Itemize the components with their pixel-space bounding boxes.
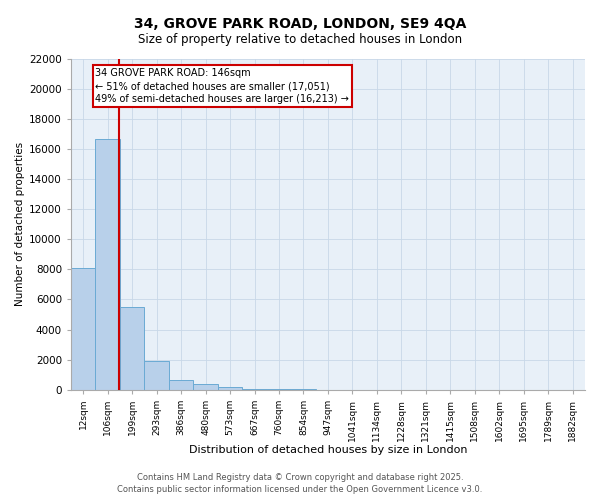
Text: 34 GROVE PARK ROAD: 146sqm
← 51% of detached houses are smaller (17,051)
49% of : 34 GROVE PARK ROAD: 146sqm ← 51% of deta…: [95, 68, 349, 104]
Bar: [169, 380, 193, 390]
Y-axis label: Number of detached properties: Number of detached properties: [15, 142, 25, 306]
Bar: [145, 361, 169, 390]
Text: Size of property relative to detached houses in London: Size of property relative to detached ho…: [138, 32, 462, 46]
Text: Contains HM Land Registry data © Crown copyright and database right 2025.
Contai: Contains HM Land Registry data © Crown c…: [118, 473, 482, 494]
Text: 34, GROVE PARK ROAD, LONDON, SE9 4QA: 34, GROVE PARK ROAD, LONDON, SE9 4QA: [134, 18, 466, 32]
Bar: [193, 384, 218, 390]
X-axis label: Distribution of detached houses by size in London: Distribution of detached houses by size …: [189, 445, 467, 455]
Bar: [242, 389, 267, 390]
Bar: [95, 138, 120, 390]
Bar: [71, 268, 95, 390]
Bar: [218, 388, 242, 390]
Bar: [120, 307, 145, 390]
